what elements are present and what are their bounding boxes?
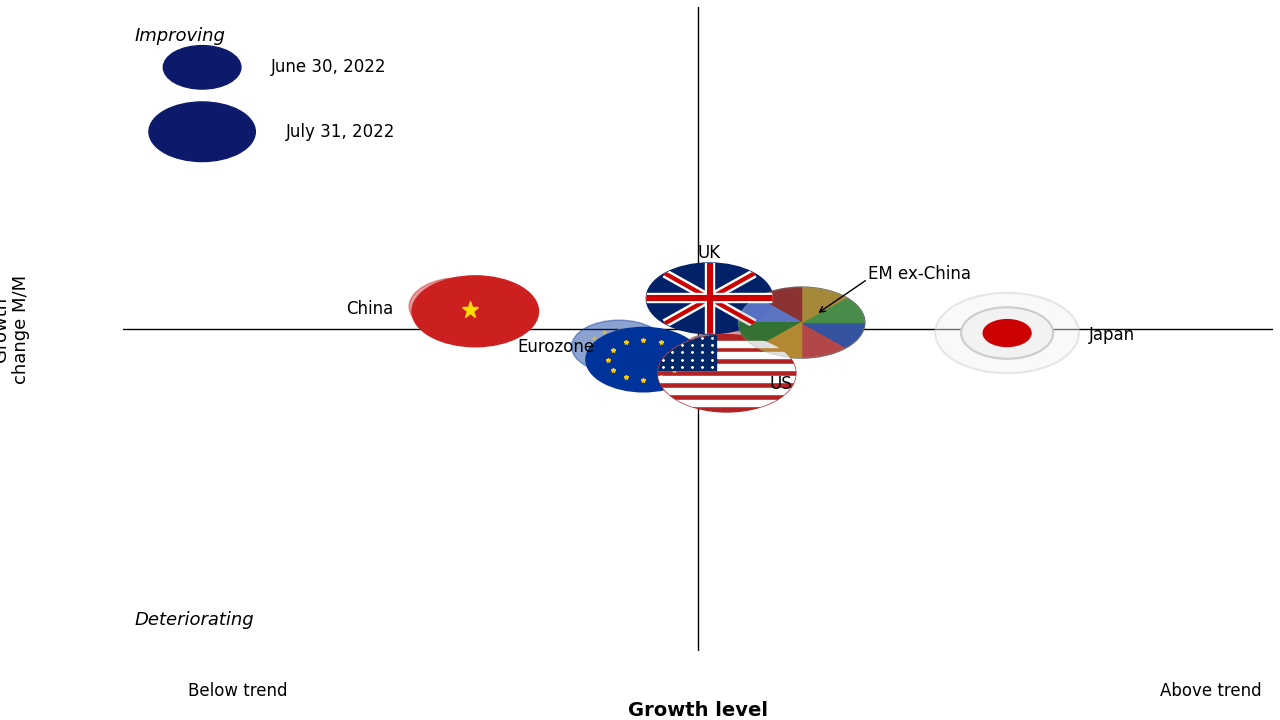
- Wedge shape: [801, 297, 865, 323]
- Wedge shape: [765, 323, 801, 351]
- Bar: [658, 364, 796, 370]
- Circle shape: [983, 320, 1030, 346]
- Circle shape: [586, 328, 701, 392]
- Text: Japan: Japan: [1089, 326, 1135, 344]
- Bar: [675, 362, 778, 366]
- Bar: [675, 335, 778, 340]
- Bar: [675, 344, 778, 348]
- Wedge shape: [801, 302, 854, 323]
- Circle shape: [658, 269, 762, 328]
- Circle shape: [148, 102, 255, 161]
- Circle shape: [936, 293, 1079, 373]
- Circle shape: [750, 294, 854, 351]
- Circle shape: [961, 307, 1053, 359]
- Wedge shape: [739, 297, 801, 323]
- Circle shape: [658, 335, 796, 412]
- Bar: [675, 379, 778, 384]
- Wedge shape: [801, 323, 865, 348]
- Circle shape: [750, 294, 854, 351]
- Wedge shape: [801, 323, 846, 358]
- Wedge shape: [801, 294, 838, 323]
- Bar: [658, 353, 796, 359]
- Text: EM ex-China: EM ex-China: [868, 265, 970, 283]
- Text: UK: UK: [698, 243, 721, 261]
- Circle shape: [739, 287, 865, 358]
- Bar: [675, 353, 778, 357]
- Text: Eurozone: Eurozone: [517, 338, 595, 356]
- Text: Improving: Improving: [134, 27, 225, 45]
- Circle shape: [164, 45, 241, 89]
- Circle shape: [675, 330, 778, 389]
- Text: June 30, 2022: June 30, 2022: [271, 58, 387, 76]
- Wedge shape: [739, 323, 801, 348]
- Bar: [658, 388, 796, 394]
- Bar: [658, 400, 796, 406]
- Bar: [675, 330, 719, 357]
- Text: Deteriorating: Deteriorating: [134, 611, 255, 629]
- Wedge shape: [801, 323, 838, 351]
- Bar: [658, 341, 796, 346]
- Text: US: US: [771, 375, 792, 393]
- Wedge shape: [750, 302, 801, 323]
- Wedge shape: [765, 294, 801, 323]
- Circle shape: [739, 287, 865, 358]
- Text: Above trend: Above trend: [1160, 682, 1262, 700]
- Bar: [675, 371, 778, 375]
- Circle shape: [572, 320, 667, 373]
- Circle shape: [412, 276, 539, 347]
- Text: July 31, 2022: July 31, 2022: [285, 122, 394, 140]
- Wedge shape: [801, 287, 846, 323]
- Text: Growth level: Growth level: [628, 701, 768, 720]
- Text: Growth
change M/M: Growth change M/M: [0, 274, 31, 384]
- Bar: [658, 377, 796, 382]
- Text: China: China: [346, 300, 393, 318]
- Circle shape: [646, 263, 773, 334]
- Circle shape: [410, 277, 512, 336]
- Text: Below trend: Below trend: [188, 682, 287, 700]
- Wedge shape: [750, 323, 801, 343]
- Wedge shape: [756, 323, 801, 358]
- Wedge shape: [801, 323, 854, 343]
- Circle shape: [970, 312, 1044, 354]
- Wedge shape: [756, 287, 801, 323]
- Bar: [658, 335, 717, 370]
